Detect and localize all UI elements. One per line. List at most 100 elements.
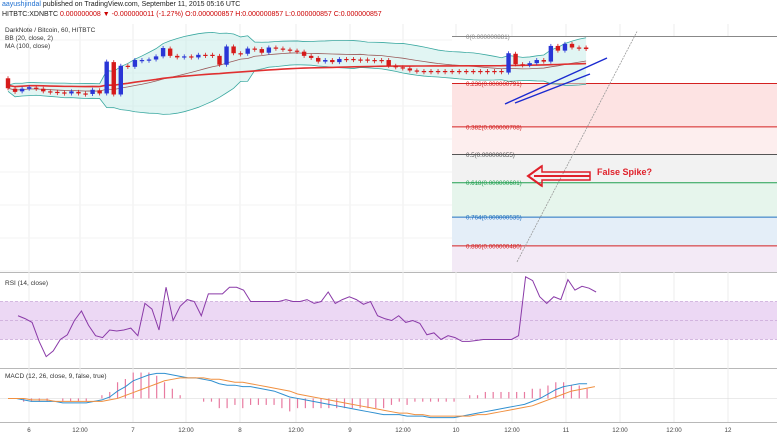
candle-body	[62, 92, 67, 94]
candle-body	[541, 60, 546, 62]
candle-body	[182, 56, 187, 58]
candle-body	[146, 59, 152, 61]
candle-body	[266, 47, 272, 53]
candle-body	[485, 70, 490, 73]
candle-body	[83, 93, 88, 95]
x-tick-label: 11	[563, 427, 570, 434]
false-spike-annotation: False Spike?	[526, 164, 652, 188]
candle-body	[196, 54, 201, 58]
bb-lower	[7, 64, 587, 115]
x-tick-label: 12:00	[288, 427, 304, 434]
legends: DarkNote / Bitcoin, 60, HITBTC BB (20, c…	[5, 27, 107, 380]
trend-line-lower	[514, 73, 591, 104]
bb-fill	[8, 32, 587, 115]
candle-body	[153, 56, 159, 60]
fib-zone	[452, 154, 777, 183]
fib-zone	[452, 217, 777, 246]
candle-body	[478, 70, 483, 73]
x-tick-label: 12:00	[395, 427, 411, 434]
candle-body	[41, 88, 46, 92]
candle-body	[407, 68, 413, 71]
candle-body	[393, 65, 398, 68]
candle-body	[167, 48, 173, 56]
candle-body	[139, 60, 145, 62]
candle-body	[323, 60, 328, 62]
fib-level-label: 0.382(0.000000708)	[466, 124, 522, 131]
candle-body	[55, 91, 60, 94]
candle-body	[428, 70, 434, 73]
candle-body	[421, 70, 427, 73]
candle-body	[111, 62, 116, 95]
fib-level-label: 0.764(0.000000535)	[466, 215, 522, 222]
candle-body	[76, 91, 81, 94]
candle-body	[90, 89, 95, 94]
x-tick-label: 12:00	[178, 427, 194, 434]
x-tick-label: 12:00	[612, 427, 628, 434]
macd-pane	[0, 372, 777, 419]
candle-body	[245, 48, 250, 54]
candle-body	[294, 50, 300, 52]
candle-body	[26, 87, 32, 89]
candle-body	[203, 54, 208, 57]
candle-body	[414, 70, 420, 72]
moving-average	[7, 62, 587, 88]
candle-body	[449, 70, 455, 73]
candle-body	[287, 49, 293, 51]
candle-body	[118, 65, 123, 95]
bb-upper	[7, 31, 587, 86]
candle-body	[555, 45, 561, 51]
candle-body	[5, 78, 11, 89]
candle-body	[442, 70, 448, 73]
candle-body	[12, 88, 18, 92]
fib-zone	[452, 83, 777, 127]
candle-body	[358, 59, 363, 61]
candle-body	[69, 91, 74, 94]
candle-body	[125, 65, 131, 67]
trend-lines	[504, 57, 608, 105]
x-tick-label: 12:00	[72, 427, 88, 434]
annotation-arrow-outline	[526, 164, 591, 188]
candle-body	[19, 88, 25, 92]
rsi-legend: RSI (14, close)	[5, 280, 48, 287]
candle-body	[132, 60, 138, 67]
candle-body	[506, 53, 511, 73]
rsi-pane	[0, 276, 777, 358]
candle-body	[308, 55, 314, 58]
candle-body	[330, 60, 335, 63]
fib-level-label: 0.5(0.000000655)	[466, 152, 515, 159]
author-name[interactable]: aayushjindal	[2, 1, 41, 8]
candle-body	[280, 48, 286, 50]
candle-body	[259, 49, 264, 53]
fib-level-label: 0.618(0.000000601)	[466, 180, 522, 187]
candle-body	[337, 58, 342, 63]
x-tick-label: 9	[348, 427, 352, 434]
symbol-label: HITBTC:XDNBTC	[2, 11, 58, 18]
candle-body	[97, 90, 102, 94]
candle-body	[34, 87, 39, 89]
macd-line	[8, 372, 588, 419]
candle-body	[48, 91, 53, 93]
main-title: DarkNote / Bitcoin, 60, HITBTC	[5, 27, 96, 34]
candle-body	[301, 51, 307, 56]
bb-legend: BB (20, close, 2)	[5, 35, 53, 42]
macd-signal-line	[8, 377, 596, 417]
x-tick-label: 6	[27, 427, 31, 434]
candle-body	[224, 46, 229, 65]
candle-body	[104, 61, 109, 94]
candle-body	[464, 70, 469, 73]
candles	[5, 41, 589, 97]
candle-body	[471, 70, 476, 73]
ohlc-values: O:0.000000857 H:0.000000857 L:0.00000085…	[185, 11, 382, 18]
fib-diagonal	[516, 31, 638, 263]
candle-body	[499, 70, 504, 73]
x-tick-label: 12:00	[666, 427, 682, 434]
fib-zone	[452, 245, 777, 272]
ma-line	[7, 62, 587, 88]
candle-body	[534, 60, 539, 64]
fibonacci-retracement	[452, 31, 777, 272]
annotation-text: False Spike?	[597, 167, 652, 177]
candle-body	[576, 47, 582, 49]
candle-body	[189, 56, 194, 58]
candle-body	[435, 70, 441, 73]
